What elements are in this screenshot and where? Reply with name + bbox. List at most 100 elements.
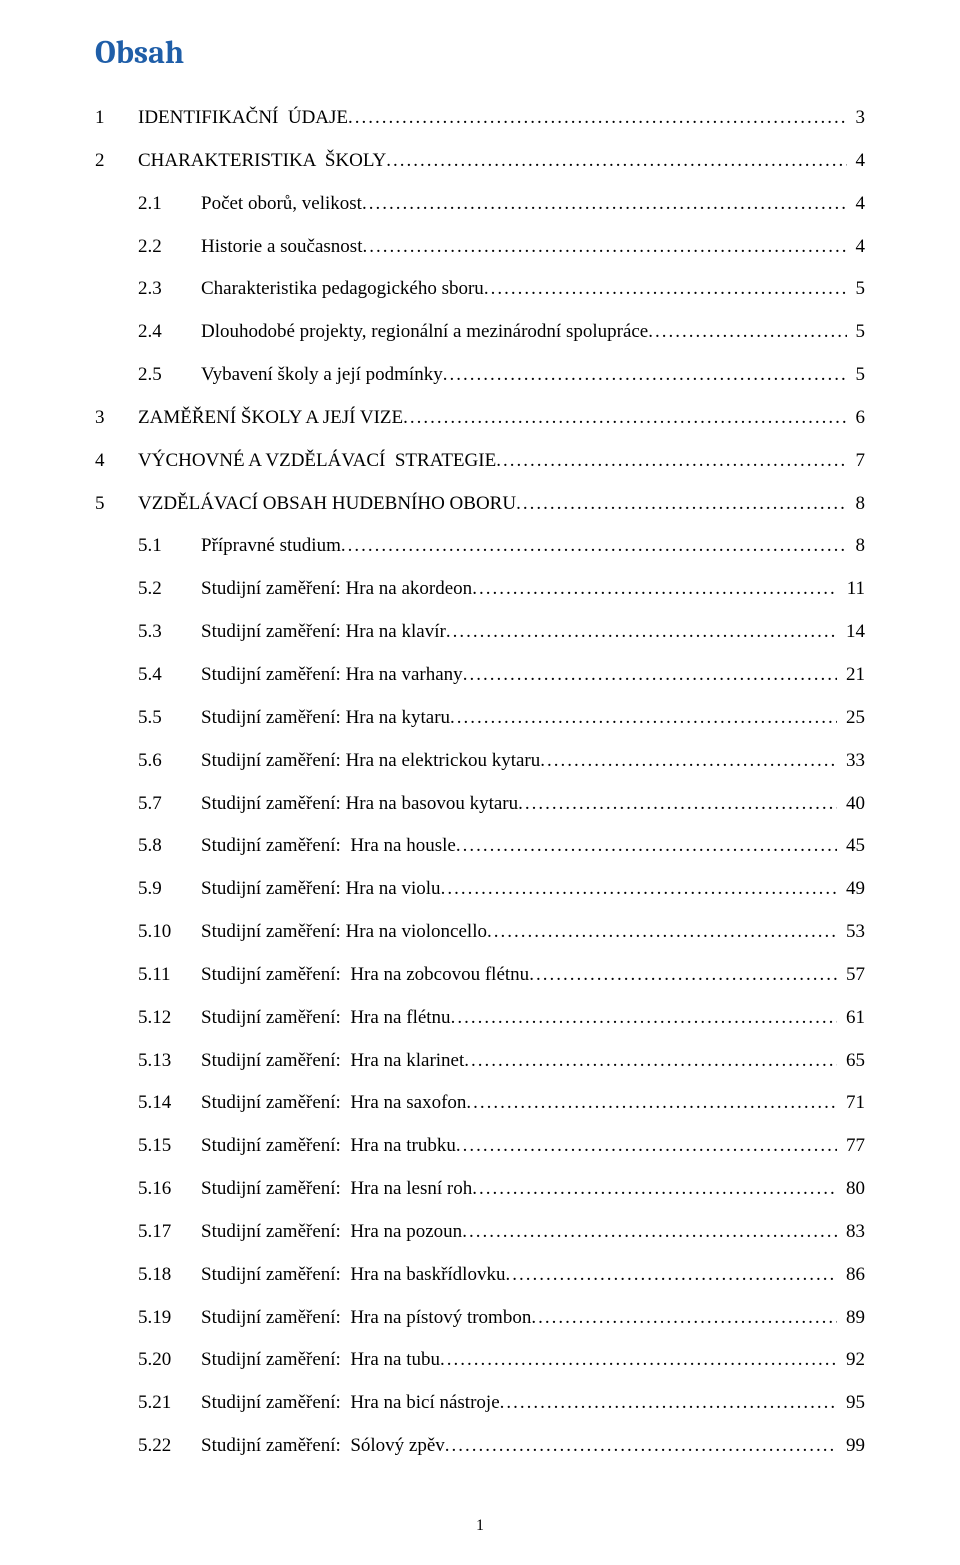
toc-entry-page: 86 — [837, 1264, 865, 1286]
toc-entry: 5.9Studijní zaměření: Hra na violu 49 — [95, 878, 865, 900]
toc-entry: 2.5Vybavení školy a její podmínky 5 — [95, 364, 865, 386]
toc-entry-label: Historie a současnost — [201, 236, 362, 258]
toc-entry-label: Studijní zaměření: Hra na trubku — [201, 1135, 456, 1157]
toc-leader-dots — [348, 107, 847, 129]
toc-leader-dots — [540, 750, 837, 772]
toc-entry-label: Dlouhodobé projekty, regionální a meziná… — [201, 321, 648, 343]
toc-entry-number: 2.2 — [138, 236, 201, 258]
toc-entry-page: 5 — [847, 278, 865, 300]
toc-entry-label: Studijní zaměření: Hra na bicí nástroje — [201, 1392, 500, 1414]
toc-entry-label: VÝCHOVNÉ A VZDĚLÁVACÍ STRATEGIE — [138, 450, 496, 472]
toc-entry-label: Studijní zaměření: Sólový zpěv — [201, 1435, 445, 1457]
toc-entry-label: Vybavení školy a její podmínky — [201, 364, 443, 386]
toc-leader-dots — [440, 1349, 837, 1371]
toc-entry-label: Studijní zaměření: Hra na pístový trombo… — [201, 1307, 531, 1329]
toc-leader-dots — [445, 1435, 837, 1457]
toc-title: Obsah — [95, 34, 865, 71]
toc-entry-label: Studijní zaměření: Hra na akordeon — [201, 578, 472, 600]
toc-entry-page: 49 — [837, 878, 865, 900]
toc-entry-number: 5.15 — [138, 1135, 201, 1157]
toc-leader-dots — [362, 236, 846, 258]
toc-entry-page: 57 — [837, 964, 865, 986]
toc-entry: 5.12Studijní zaměření: Hra na flétnu 61 — [95, 1007, 865, 1029]
toc-entry-label: Studijní zaměření: Hra na tubu — [201, 1349, 440, 1371]
toc-entry-number: 5.21 — [138, 1392, 201, 1414]
toc-leader-dots — [466, 1092, 837, 1114]
toc-entry-page: 3 — [847, 107, 865, 129]
toc-entry-number: 5.19 — [138, 1307, 201, 1329]
toc-entry: 5.11Studijní zaměření: Hra na zobcovou f… — [95, 964, 865, 986]
toc-entry-page: 83 — [837, 1221, 865, 1243]
toc-entry-label: Studijní zaměření: Hra na zobcovou flétn… — [201, 964, 529, 986]
toc-entry-page: 92 — [837, 1349, 865, 1371]
toc-entry-number: 3 — [95, 407, 138, 429]
toc-entry: 5.22Studijní zaměření: Sólový zpěv 99 — [95, 1435, 865, 1457]
toc-entry: 5.13Studijní zaměření: Hra na klarinet 6… — [95, 1050, 865, 1072]
toc-leader-dots — [341, 535, 847, 557]
toc-entry: 5.16Studijní zaměření: Hra na lesní roh … — [95, 1178, 865, 1200]
toc-leader-dots — [531, 1307, 837, 1329]
toc-entry-number: 5.20 — [138, 1349, 201, 1371]
toc-entry-page: 71 — [837, 1092, 865, 1114]
toc-leader-dots — [464, 1050, 837, 1072]
toc-entry-number: 5.14 — [138, 1092, 201, 1114]
toc-entry-page: 4 — [847, 150, 865, 172]
toc-entry: 1IDENTIFIKAČNÍ ÚDAJE 3 — [95, 107, 865, 129]
toc-entry-number: 5 — [95, 493, 138, 515]
toc-entry-label: Studijní zaměření: Hra na violu — [201, 878, 441, 900]
toc-leader-dots — [451, 1007, 838, 1029]
toc-entry: 5.15Studijní zaměření: Hra na trubku 77 — [95, 1135, 865, 1157]
toc-leader-dots — [462, 1221, 837, 1243]
toc-entry-page: 89 — [837, 1307, 865, 1329]
toc-leader-dots — [450, 707, 837, 729]
toc-entry-label: IDENTIFIKAČNÍ ÚDAJE — [138, 107, 348, 129]
toc-entry-label: Studijní zaměření: Hra na klavír — [201, 621, 446, 643]
toc-entry-page: 25 — [837, 707, 865, 729]
toc-entry-number: 2.1 — [138, 193, 201, 215]
toc-entry: 4VÝCHOVNÉ A VZDĚLÁVACÍ STRATEGIE 7 — [95, 450, 865, 472]
toc-leader-dots — [472, 1178, 837, 1200]
toc-entry-label: Počet oborů, velikost — [201, 193, 362, 215]
document-page: Obsah 1IDENTIFIKAČNÍ ÚDAJE 32CHARAKTERIS… — [0, 0, 960, 1565]
toc-entry-number: 2 — [95, 150, 138, 172]
toc-entry-number: 5.17 — [138, 1221, 201, 1243]
toc-entry-page: 6 — [847, 407, 865, 429]
toc-entry-number: 2.5 — [138, 364, 201, 386]
toc-entry-label: Studijní zaměření: Hra na saxofon — [201, 1092, 466, 1114]
toc-entry: 2.1Počet oborů, velikost 4 — [95, 193, 865, 215]
toc-entry-number: 5.4 — [138, 664, 201, 686]
toc-entry-page: 4 — [847, 193, 865, 215]
toc-entry-page: 11 — [838, 578, 865, 600]
toc-entry: 5.1Přípravné studium 8 — [95, 535, 865, 557]
toc-entry-page: 53 — [837, 921, 865, 943]
toc-entry-page: 8 — [847, 535, 865, 557]
toc-leader-dots — [443, 364, 847, 386]
page-number: 1 — [95, 1517, 865, 1535]
toc-entry-number: 5.8 — [138, 835, 201, 857]
toc-entry-label: Studijní zaměření: Hra na pozoun — [201, 1221, 462, 1243]
toc-leader-dots — [403, 407, 847, 429]
toc-entry-label: Studijní zaměření: Hra na violoncello — [201, 921, 487, 943]
toc-entry-number: 5.1 — [138, 535, 201, 557]
toc-entry-page: 95 — [837, 1392, 865, 1414]
toc-leader-dots — [456, 835, 837, 857]
toc-entry-page: 33 — [837, 750, 865, 772]
toc-entry-page: 61 — [837, 1007, 865, 1029]
toc-entry-label: Studijní zaměření: Hra na flétnu — [201, 1007, 451, 1029]
toc-entry-label: Studijní zaměření: Hra na elektrickou ky… — [201, 750, 540, 772]
toc-leader-dots — [386, 150, 846, 172]
toc-entry-label: Studijní zaměření: Hra na baskřídlovku — [201, 1264, 505, 1286]
toc-entry-number: 5.10 — [138, 921, 201, 943]
toc-entry-page: 45 — [837, 835, 865, 857]
toc-leader-dots — [529, 964, 837, 986]
toc-entry-number: 5.22 — [138, 1435, 201, 1457]
toc-entry-number: 5.12 — [138, 1007, 201, 1029]
toc-entry: 2CHARAKTERISTIKA ŠKOLY 4 — [95, 150, 865, 172]
toc-entry-label: Studijní zaměření: Hra na kytaru — [201, 707, 450, 729]
toc-entry-label: Přípravné studium — [201, 535, 341, 557]
toc-leader-dots — [500, 1392, 838, 1414]
toc-entry-number: 5.7 — [138, 793, 201, 815]
toc-leader-dots — [648, 321, 847, 343]
toc-entry-label: Studijní zaměření: Hra na klarinet — [201, 1050, 464, 1072]
toc-entry-number: 5.9 — [138, 878, 201, 900]
